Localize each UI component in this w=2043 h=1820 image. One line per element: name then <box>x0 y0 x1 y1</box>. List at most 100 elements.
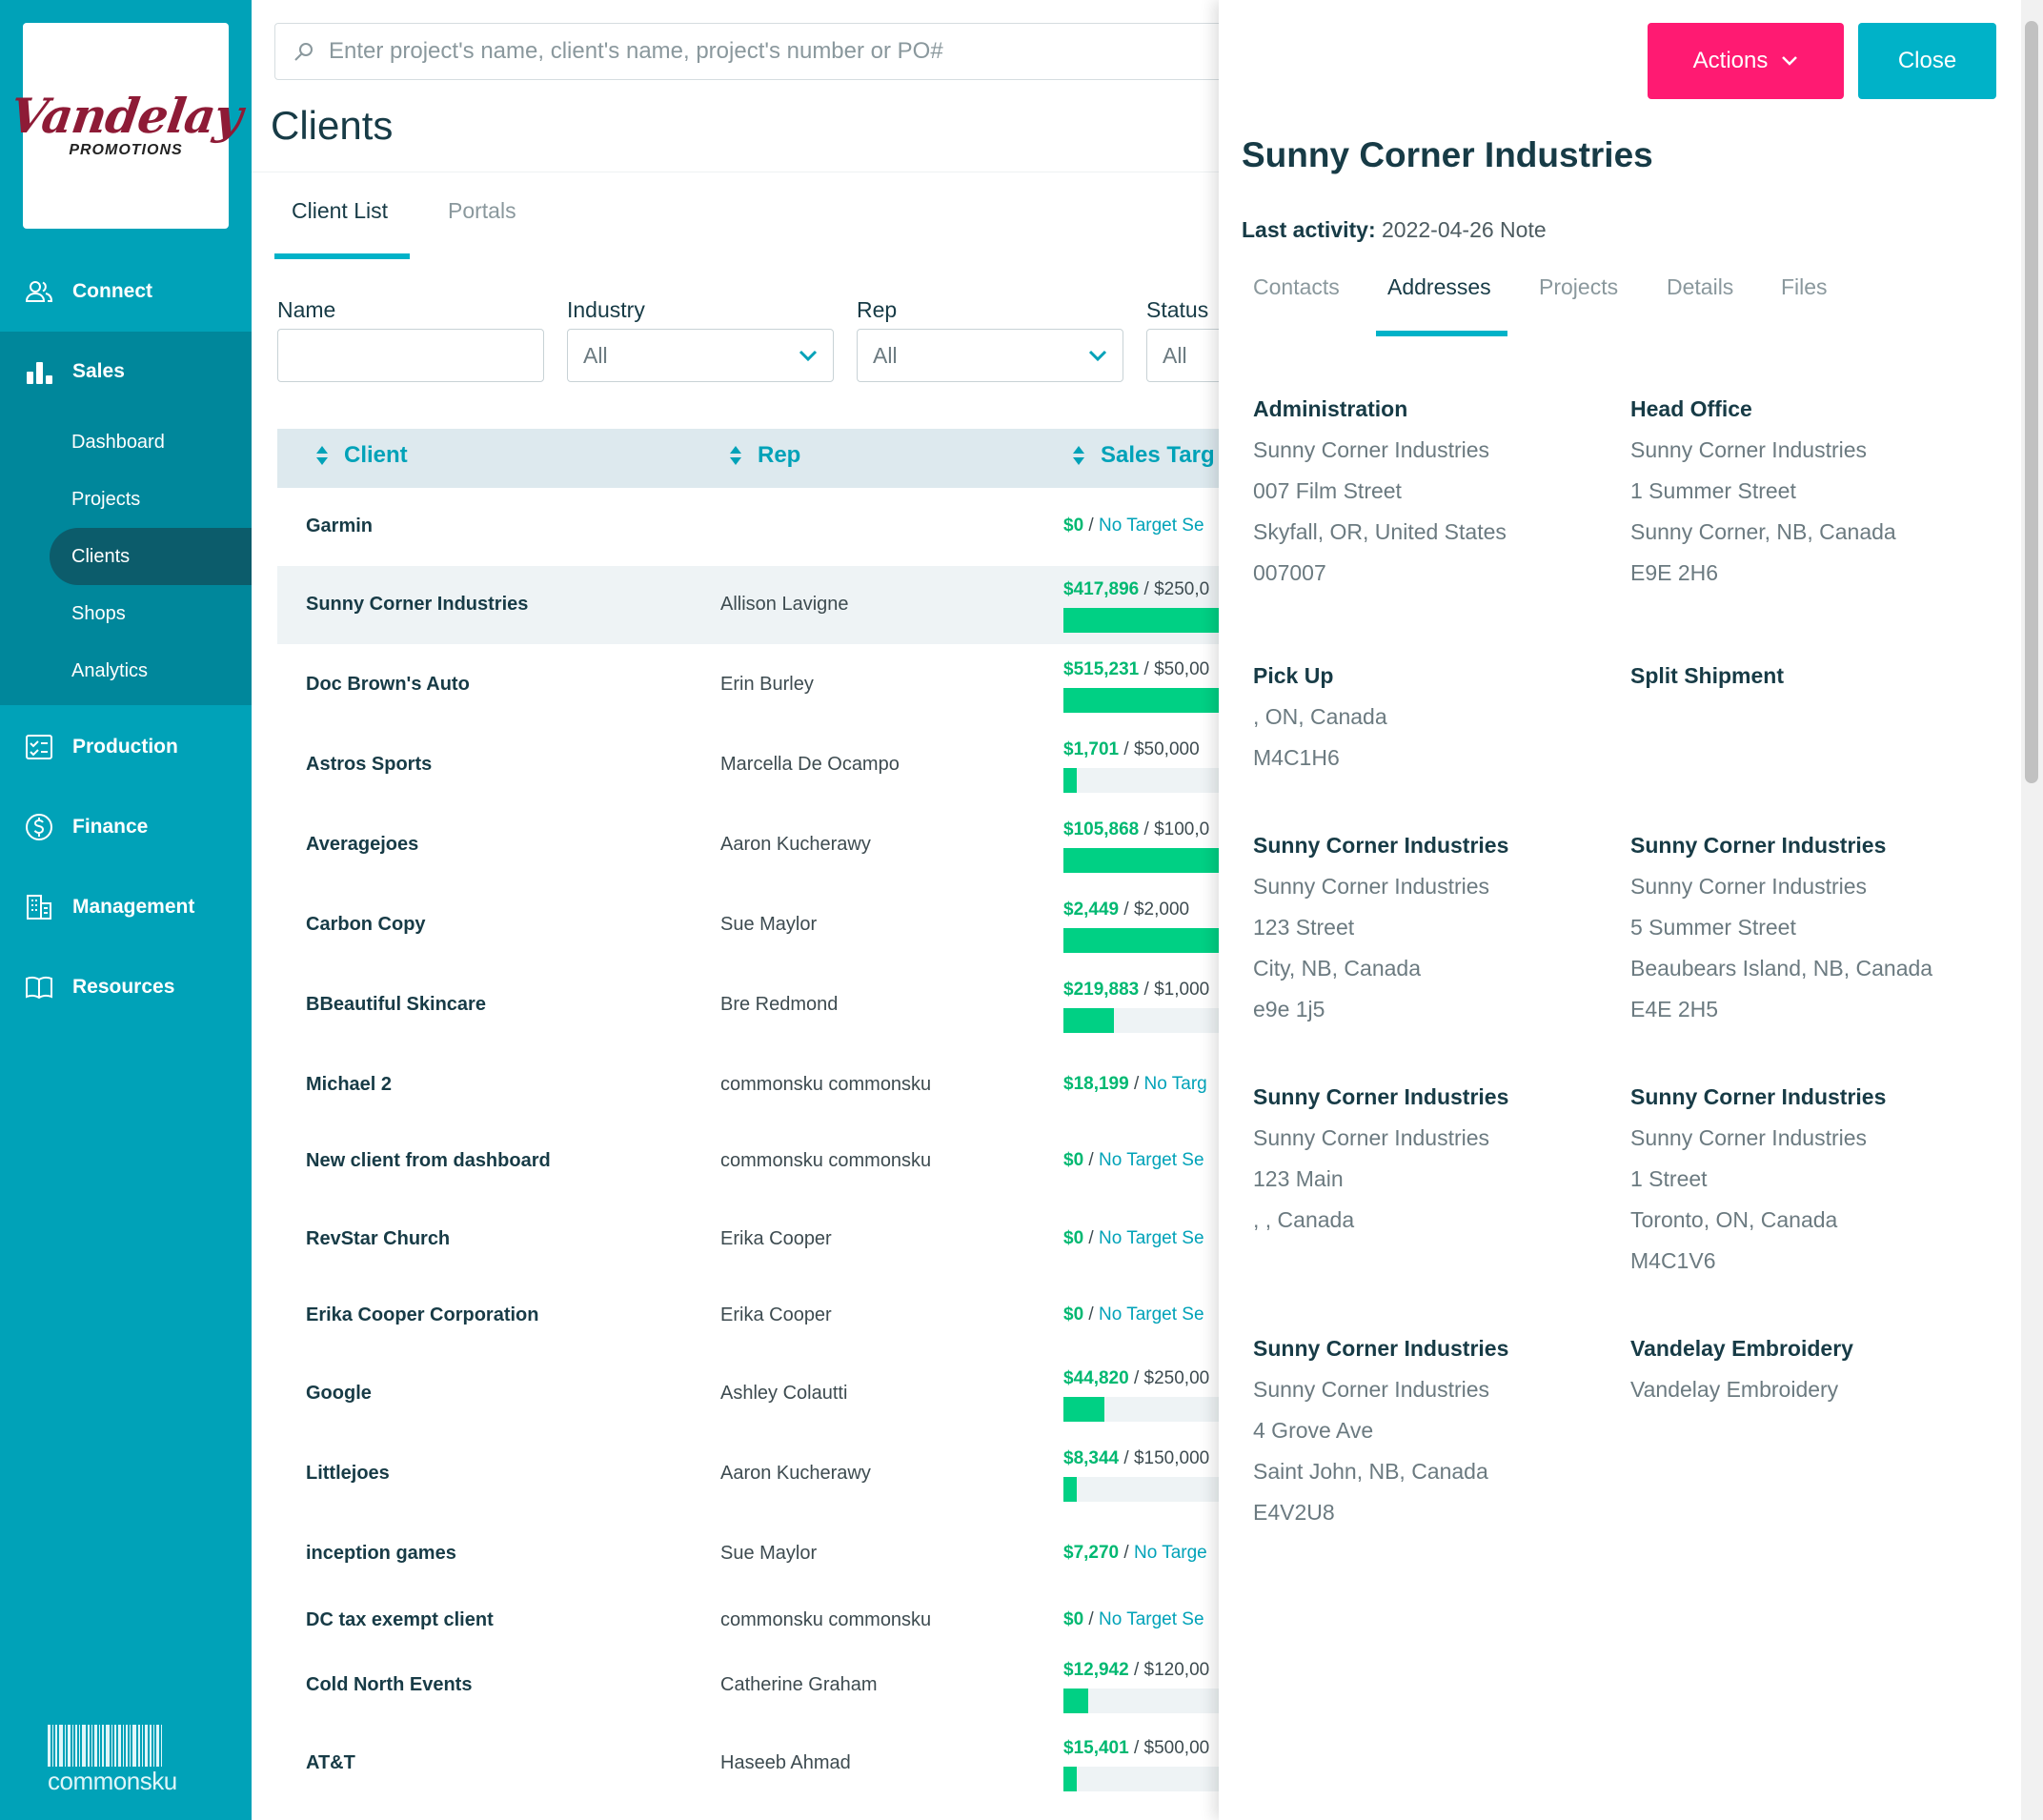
table-row[interactable]: Garmin $0 / No Target Se <box>277 488 1221 566</box>
client-rep: Sue Maylor <box>720 1543 818 1564</box>
client-name-link[interactable]: Sunny Corner Industries <box>306 594 529 615</box>
address-card[interactable]: Sunny Corner Industries Sunny Corner Indu… <box>1253 1077 1508 1241</box>
table-row[interactable]: Astros Sports Marcella De Ocampo $1,701 / … <box>277 726 1292 804</box>
client-name-link[interactable]: Cold North Events <box>306 1674 473 1695</box>
sales-separator: / <box>1083 1150 1099 1170</box>
panel-tab-projects[interactable]: Projects <box>1539 274 1619 299</box>
actions-button[interactable]: Actions <box>1648 23 1844 99</box>
no-target-link[interactable]: No Targe <box>1133 1543 1207 1563</box>
nav-sales[interactable]: Sales <box>0 332 252 412</box>
nav-finance[interactable]: Finance <box>0 787 252 867</box>
no-target-link[interactable]: No Target Se <box>1098 516 1204 536</box>
client-name-link[interactable]: New client from dashboard <box>306 1150 551 1171</box>
address-card[interactable]: Pick Up , ON, Canada M4C1H6 <box>1253 656 1387 779</box>
client-name-link[interactable]: RevStar Church <box>306 1228 451 1249</box>
address-card[interactable]: Sunny Corner Industries Sunny Corner Indu… <box>1253 825 1508 1030</box>
table-header: Client Rep Sales Targ <box>277 429 1221 488</box>
table-row[interactable]: AT&T Haseeb Ahmad $15,401 / $500,00 <box>277 1725 1292 1803</box>
address-line: E9E 2H6 <box>1630 560 1719 585</box>
no-target-link[interactable]: No Target Se <box>1098 1609 1204 1629</box>
table-row[interactable]: Erika Cooper Corporation Erika Cooper $0 /… <box>277 1277 1221 1355</box>
table-row[interactable]: inception games Sue Maylor $7,270 / No Tar… <box>277 1515 1221 1593</box>
panel-scrollbar[interactable] <box>2021 0 2043 1820</box>
table-row[interactable]: RevStar Church Erika Cooper $0 / No Target… <box>277 1201 1221 1279</box>
tab-client-list[interactable]: Client List <box>292 198 388 223</box>
client-name-link[interactable]: DC tax exempt client <box>306 1609 494 1630</box>
company-logo[interactable]: Vandelay PROMOTIONS <box>7 23 245 229</box>
table-row[interactable]: Carbon Copy Sue Maylor $2,449 / $2,000 <box>277 886 1292 964</box>
client-name-link[interactable]: Erika Cooper Corporation <box>306 1304 539 1325</box>
address-card[interactable]: Head Office Sunny Corner Industries 1 Summ… <box>1630 389 1896 594</box>
nav-management[interactable]: Management <box>0 867 252 947</box>
sales-amount: $0 <box>1063 1609 1084 1629</box>
sales-amount: $417,896 <box>1063 579 1140 599</box>
client-name-link[interactable]: Google <box>306 1383 372 1404</box>
client-name-link[interactable]: Littlejoes <box>306 1463 390 1484</box>
no-target-link[interactable]: No Targ <box>1143 1074 1207 1094</box>
filter-industry-value: All <box>583 342 608 368</box>
sales-target: $120,00 <box>1143 1660 1210 1680</box>
chevron-down-icon <box>1088 350 1107 362</box>
table-row[interactable]: BBeautiful Skincare Bre Redmond $219,883 /… <box>277 966 1292 1044</box>
client-name-link[interactable]: Doc Brown's Auto <box>306 674 470 695</box>
address-card[interactable]: Split Shipment <box>1630 656 1784 697</box>
barcode-icon <box>48 1725 200 1767</box>
nav-sub-analytics[interactable]: Analytics <box>71 659 149 681</box>
column-header-rep[interactable]: Rep <box>729 442 800 469</box>
building-icon <box>23 891 55 923</box>
client-name-link[interactable]: Garmin <box>306 516 374 536</box>
table-row[interactable]: Littlejoes Aaron Kucherawy $8,344 / $150,0… <box>277 1435 1292 1513</box>
address-card[interactable]: Vandelay Embroidery Vandelay Embroidery <box>1630 1328 1853 1410</box>
nav-resources-label: Resources <box>72 976 175 998</box>
table-row[interactable]: Averagejoes Aaron Kucherawy $105,868 / $10… <box>277 806 1292 884</box>
column-header-client[interactable]: Client <box>315 442 408 469</box>
search-input[interactable]: Enter project's name, client's name, pro… <box>274 23 1246 80</box>
filter-name-input[interactable] <box>277 329 544 382</box>
table-row[interactable]: Google Ashley Colautti $44,820 / $250,00 <box>277 1355 1292 1433</box>
client-name-link[interactable]: Carbon Copy <box>306 914 426 935</box>
table-row[interactable]: New client from dashboard commonsku commo… <box>277 1122 1221 1201</box>
nav-connect[interactable]: Connect <box>0 252 252 332</box>
client-name-link[interactable]: inception games <box>306 1543 456 1564</box>
client-name-link[interactable]: Astros Sports <box>306 754 433 775</box>
panel-tab-addresses[interactable]: Addresses <box>1387 274 1491 299</box>
table-row[interactable]: Michael 2 commonsku commonsku $18,199 / No… <box>277 1046 1221 1124</box>
filter-industry-select[interactable]: All <box>567 329 834 382</box>
no-target-link[interactable]: No Target Se <box>1098 1228 1204 1248</box>
address-card[interactable]: Sunny Corner Industries Sunny Corner Indu… <box>1253 1328 1508 1533</box>
address-card[interactable]: Administration Sunny Corner Industries 007… <box>1253 389 1507 594</box>
panel-tab-files[interactable]: Files <box>1781 274 1828 299</box>
sales-amount: $1,701 <box>1063 739 1120 759</box>
nav-resources[interactable]: Resources <box>0 947 252 1027</box>
nav-sub-clients[interactable]: Clients <box>71 545 131 567</box>
nav-production[interactable]: Production <box>0 707 252 787</box>
close-button[interactable]: Close <box>1858 23 1996 99</box>
address-card[interactable]: Sunny Corner Industries Sunny Corner Indu… <box>1630 1077 1886 1282</box>
filter-rep-select[interactable]: All <box>857 329 1123 382</box>
client-name-link[interactable]: AT&T <box>306 1752 355 1773</box>
client-name-link[interactable]: Michael 2 <box>306 1074 393 1095</box>
chevron-down-icon <box>799 350 818 362</box>
table-row[interactable]: DC tax exempt client commonsku commonsku $… <box>277 1582 1221 1660</box>
progress-bar-fill <box>1063 1689 1088 1713</box>
scrollbar-thumb[interactable] <box>2025 21 2038 783</box>
nav-sub-shops[interactable]: Shops <box>71 602 126 624</box>
nav-sub-dashboard[interactable]: Dashboard <box>71 431 165 453</box>
nav-sub-projects[interactable]: Projects <box>71 488 141 510</box>
table-row[interactable]: Doc Brown's Auto Erin Burley $515,231 / $5… <box>277 646 1292 724</box>
no-target-link[interactable]: No Target Se <box>1098 1150 1204 1170</box>
address-line: 007007 <box>1253 560 1326 585</box>
table-row[interactable]: Sunny Corner Industries Allison Lavigne $4… <box>277 566 1292 644</box>
table-row[interactable]: Cold North Events Catherine Graham $12,942… <box>277 1647 1292 1725</box>
address-title: Sunny Corner Industries <box>1630 833 1887 858</box>
panel-tab-contacts[interactable]: Contacts <box>1253 274 1340 299</box>
address-card[interactable]: Sunny Corner Industries Sunny Corner Indu… <box>1630 825 1932 1030</box>
address-line: Sunny Corner Industries <box>1253 874 1490 899</box>
panel-tab-details[interactable]: Details <box>1667 274 1734 299</box>
tab-portals[interactable]: Portals <box>448 198 516 223</box>
client-name-link[interactable]: BBeautiful Skincare <box>306 994 486 1015</box>
sales-amount: $2,449 <box>1063 900 1120 920</box>
no-target-link[interactable]: No Target Se <box>1098 1304 1204 1325</box>
client-name-link[interactable]: Averagejoes <box>306 834 419 855</box>
column-header-sales-target[interactable]: Sales Targ <box>1072 442 1215 469</box>
